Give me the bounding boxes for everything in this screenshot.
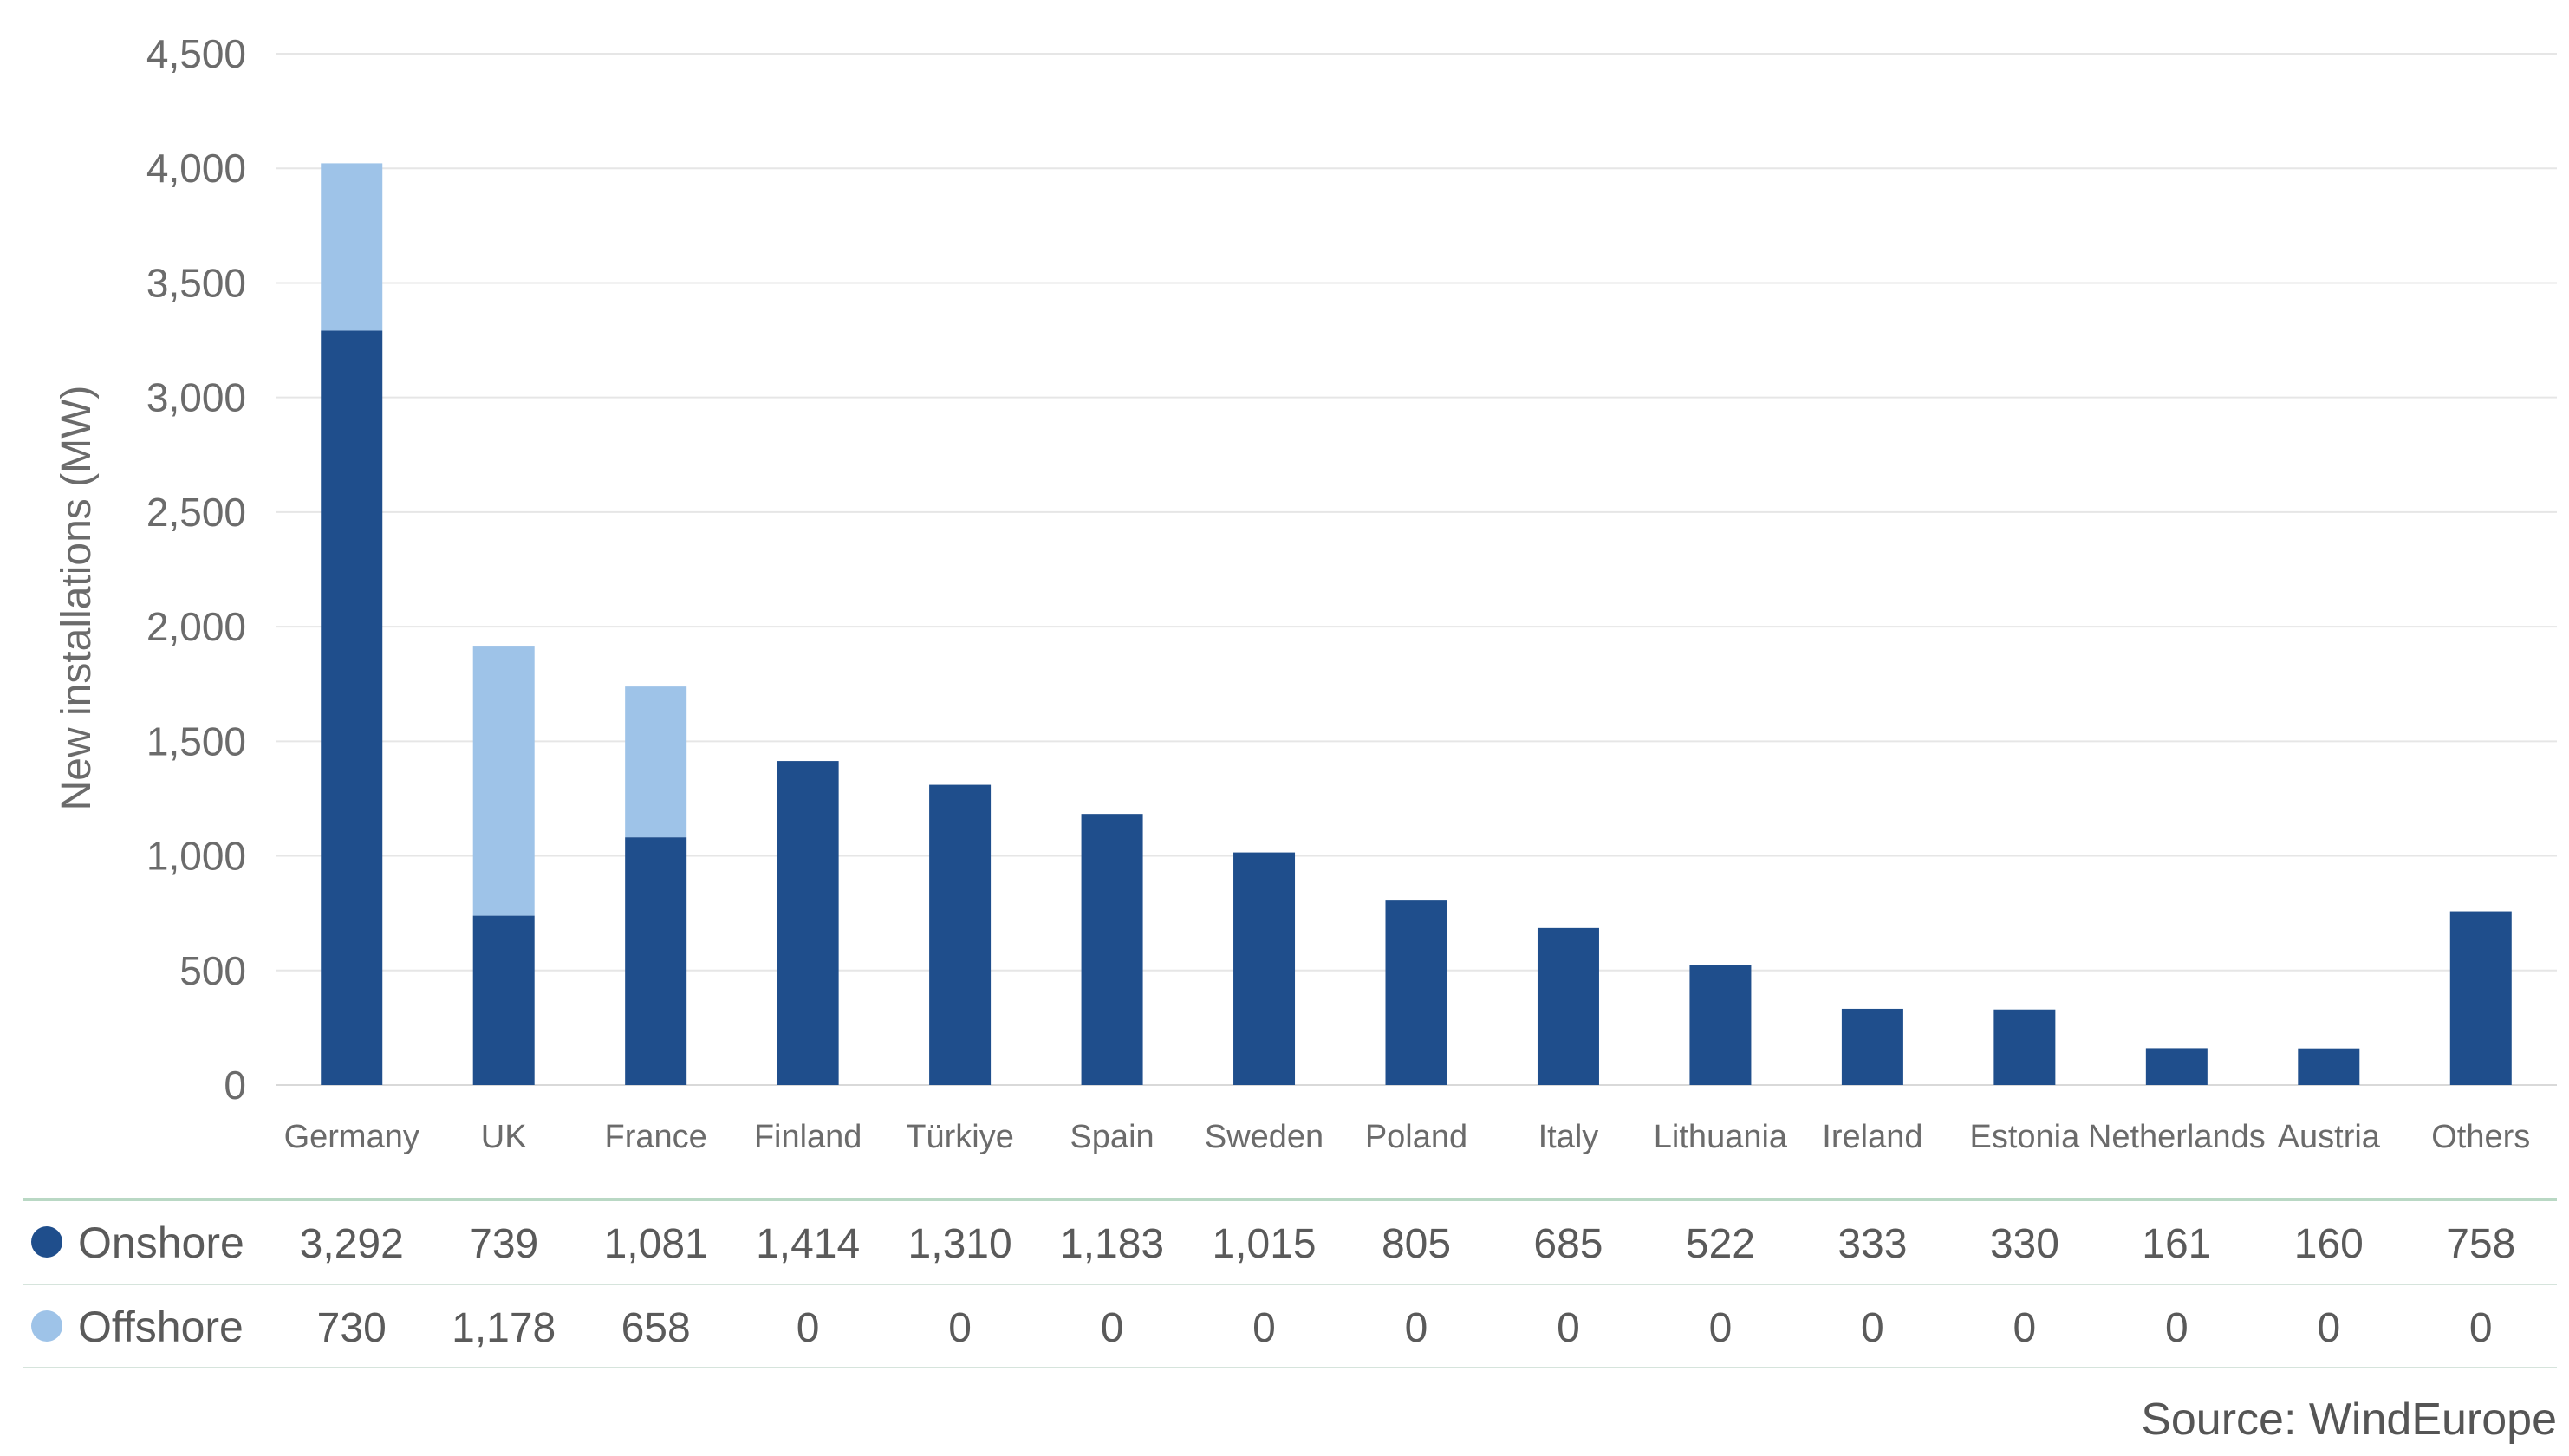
- bar-offshore: [625, 686, 687, 838]
- table-value-offshore: 730: [317, 1305, 387, 1351]
- table-value-onshore: 739: [469, 1221, 538, 1267]
- bar-offshore: [321, 163, 383, 331]
- table-value-offshore: 0: [1252, 1305, 1276, 1351]
- x-axis-category-labels: Germany UK France Finland Türkiye Spain Sweden…: [284, 1119, 2531, 1155]
- bar-onshore: [2298, 1048, 2360, 1085]
- y-axis-label: New installations (MW): [54, 386, 100, 811]
- y-tick-label: 3,500: [146, 260, 246, 305]
- table-value-onshore: 1,310: [908, 1221, 1012, 1267]
- y-tick-label: 1,000: [146, 834, 246, 879]
- x-category-label: Estonia: [1969, 1119, 2080, 1155]
- bar-onshore: [2449, 911, 2512, 1085]
- source-note: Source: WindEurope: [2141, 1394, 2557, 1445]
- x-category-label: Finland: [754, 1119, 862, 1155]
- table-value-onshore: 805: [1382, 1221, 1451, 1267]
- bar-onshore: [1081, 814, 1143, 1085]
- table-value-onshore: 160: [2294, 1221, 2364, 1267]
- table-value-offshore: 0: [2469, 1305, 2493, 1351]
- legend-marker-offshore: [31, 1310, 62, 1342]
- table-value-offshore: 0: [2317, 1305, 2340, 1351]
- x-category-label: France: [605, 1119, 707, 1155]
- table-value-onshore: 758: [2446, 1221, 2515, 1267]
- bar-onshore: [2145, 1048, 2208, 1085]
- bars: [321, 163, 2512, 1086]
- y-tick-label: 0: [224, 1063, 246, 1108]
- table-value-onshore: 161: [2142, 1221, 2211, 1267]
- bar-onshore: [1689, 965, 1752, 1085]
- x-category-label: Germany: [284, 1119, 419, 1155]
- table-value-offshore: 0: [797, 1305, 820, 1351]
- table-value-onshore: 1,015: [1212, 1221, 1316, 1267]
- bar-onshore: [1537, 927, 1599, 1085]
- bar-onshore: [1993, 1009, 2056, 1085]
- table-value-onshore: 522: [1686, 1221, 1755, 1267]
- table-value-offshore: 1,178: [452, 1305, 556, 1351]
- x-category-label: Austria: [2278, 1119, 2381, 1155]
- table-value-onshore: 685: [1533, 1221, 1603, 1267]
- table-value-offshore: 0: [1709, 1305, 1733, 1351]
- table-value-onshore: 330: [1990, 1221, 2059, 1267]
- bar-onshore: [625, 837, 687, 1085]
- bar-onshore: [472, 915, 535, 1085]
- table-value-offshore: 0: [1101, 1305, 1124, 1351]
- legend-marker-onshore: [31, 1226, 62, 1258]
- y-tick-label: 2,500: [146, 490, 246, 535]
- table-value-offshore: 0: [948, 1305, 972, 1351]
- table-value-offshore: 0: [1557, 1305, 1580, 1351]
- y-tick-label: 3,000: [146, 375, 246, 420]
- data-table: Onshore 3,292 739 1,081 1,414 1,310 1,183 1,015…: [23, 1198, 2557, 1368]
- table-value-offshore: 658: [621, 1305, 691, 1351]
- bar-onshore: [321, 330, 383, 1086]
- bar-offshore: [472, 646, 535, 916]
- x-category-label: Lithuania: [1654, 1119, 1788, 1155]
- y-tick-label: 4,500: [146, 31, 246, 76]
- bar-onshore: [1841, 1008, 1903, 1085]
- table-value-offshore: 0: [1405, 1305, 1428, 1351]
- table-value-onshore: 1,414: [756, 1221, 860, 1267]
- legend-label-onshore: Onshore: [78, 1219, 244, 1267]
- bar-onshore: [1385, 900, 1447, 1085]
- table-value-offshore: 0: [2165, 1305, 2189, 1351]
- y-axis-ticks: 0 500 1,000 1,500 2,000 2,500 3,000 3,500 4,000 4…: [146, 31, 246, 1108]
- x-category-label: Others: [2431, 1119, 2530, 1155]
- table-value-onshore: 333: [1837, 1221, 1907, 1267]
- table-value-offshore: 0: [2013, 1305, 2037, 1351]
- x-category-label: Poland: [1365, 1119, 1467, 1155]
- table-value-onshore: 1,183: [1060, 1221, 1164, 1267]
- y-tick-label: 4,000: [146, 146, 246, 191]
- table-value-onshore: 1,081: [604, 1221, 708, 1267]
- y-tick-label: 500: [179, 948, 246, 993]
- bar-onshore: [1233, 852, 1296, 1085]
- x-category-label: Sweden: [1205, 1119, 1324, 1155]
- bar-onshore: [929, 784, 992, 1085]
- x-category-label: Ireland: [1822, 1119, 1922, 1155]
- x-category-label: Türkiye: [906, 1119, 1014, 1155]
- table-value-offshore: 0: [1861, 1305, 1884, 1351]
- legend-label-offshore: Offshore: [78, 1303, 244, 1351]
- bar-onshore: [777, 761, 839, 1085]
- table-value-onshore: 3,292: [300, 1221, 404, 1267]
- x-category-label: Italy: [1538, 1119, 1599, 1155]
- x-category-label: UK: [481, 1119, 527, 1155]
- y-tick-label: 1,500: [146, 718, 246, 764]
- x-category-label: Netherlands: [2088, 1119, 2266, 1155]
- x-category-label: Spain: [1070, 1119, 1154, 1155]
- y-tick-label: 2,000: [146, 604, 246, 649]
